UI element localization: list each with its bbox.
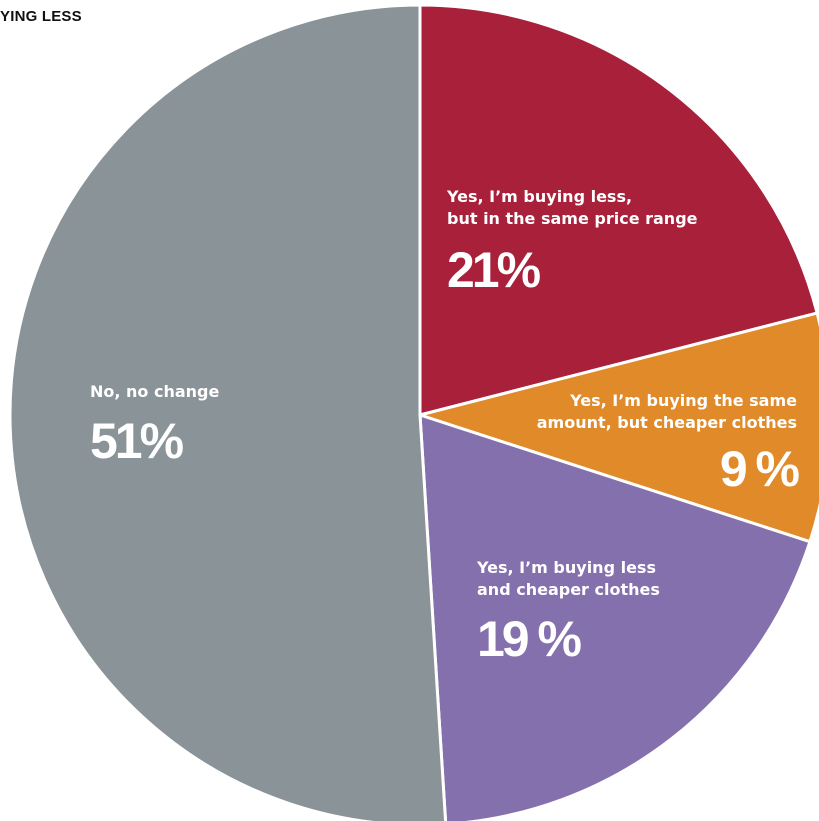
slice-3-value-label: 19 % xyxy=(477,611,582,667)
slice-1-value-label: 21% xyxy=(447,242,541,298)
pie-slice-1 xyxy=(418,3,819,417)
slice-3-label-line-2: and cheaper clothes xyxy=(477,580,660,599)
slice-1-label-line-1: Yes, I’m buying less, xyxy=(446,187,632,206)
slice-3-label-line-1: Yes, I’m buying less xyxy=(476,558,656,577)
slice-2-label-line-1: Yes, I’m buying the same xyxy=(569,391,797,410)
slice-4-value-label: 51% xyxy=(90,413,184,469)
pie-slice-4 xyxy=(8,3,448,821)
slice-2-value-label: 9 % xyxy=(720,441,800,497)
slice-4-label-line-1: No, no change xyxy=(90,382,220,401)
pie-slice-3 xyxy=(418,412,812,821)
slice-2-label-line-2: amount, but cheaper clothes xyxy=(537,413,797,432)
chart-title: YING LESS xyxy=(0,8,82,25)
slice-1-label-line-2: but in the same price range xyxy=(447,209,698,228)
pie-slice-2 xyxy=(414,311,819,544)
